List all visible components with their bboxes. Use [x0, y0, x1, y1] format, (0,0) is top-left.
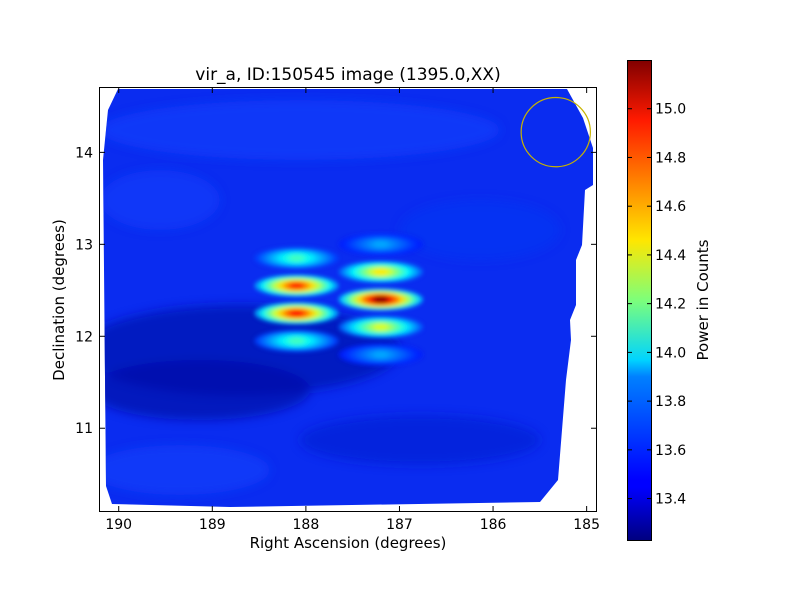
y-tick-label: 14 [75, 145, 93, 161]
hotspot [338, 233, 423, 256]
y-tick-label: 11 [75, 421, 93, 437]
hotspot [254, 329, 339, 352]
y-tick-label: 13 [75, 237, 93, 253]
x-axis-label: Right Ascension (degrees) [250, 534, 447, 552]
hotspot-level [288, 282, 305, 290]
hotspot-level [288, 254, 305, 262]
colorbar-tick-label: 14.2 [655, 297, 686, 313]
source-emission [254, 233, 423, 366]
y-tick-label: 12 [75, 329, 93, 345]
light-band [103, 170, 220, 230]
hotspot [338, 260, 423, 283]
image-layer [103, 89, 593, 507]
hotspot [254, 274, 339, 297]
y-axis-label: Declination (degrees) [50, 219, 68, 381]
colorbar-tick-label: 13.6 [655, 443, 686, 459]
hotspot [338, 316, 423, 339]
x-tick-label: 186 [480, 517, 507, 533]
hotspot-level [288, 309, 305, 317]
hotspot-level [373, 268, 389, 276]
hotspot-level [373, 296, 389, 303]
dark-band [103, 360, 310, 420]
hotspot-level [373, 351, 389, 358]
hotspot-level [373, 323, 389, 331]
beam-circle [520, 96, 591, 168]
dark-band [300, 415, 540, 465]
light-band [103, 100, 500, 160]
hotspot [338, 343, 423, 366]
axes-frame [99, 87, 597, 512]
colorbar-tick-label: 13.4 [655, 492, 686, 508]
colorbar-label: Power in Counts [694, 239, 712, 360]
colorbar-tick-label: 14.4 [655, 248, 686, 264]
hotspot-level [288, 337, 305, 345]
x-tick-label: 187 [386, 517, 413, 533]
colorbar-tick-label: 14.6 [655, 199, 686, 215]
x-tick-label: 185 [573, 517, 600, 533]
light-band [400, 200, 560, 260]
x-tick-label: 190 [105, 517, 132, 533]
colorbar-tick-label: 14.8 [655, 150, 686, 166]
colorbar: 13.4 13.6 13.8 14.0 14.2 14.4 14.6 14.8 15.0 [627, 60, 686, 541]
colorbar-tick-label: 14.0 [655, 345, 686, 361]
colorbar-tick-label: 15.0 [655, 102, 686, 118]
hotspot-level [373, 241, 389, 248]
colorbar-gradient [628, 60, 651, 540]
noise-layer [103, 100, 560, 495]
colorbar-tick-label: 13.8 [655, 394, 686, 410]
hotspot [254, 247, 339, 270]
light-band [103, 445, 270, 495]
colorbar-frame [627, 60, 652, 541]
chart-title: vir_a, ID:150545 image (1395.0,XX) [195, 65, 500, 85]
hotspot [338, 288, 423, 311]
plot-axes: 190 189 188 187 186 185 11 12 13 14 [75, 87, 600, 533]
x-tick-label: 188 [293, 517, 320, 533]
hotspot [254, 302, 339, 325]
x-tick-label: 189 [199, 517, 226, 533]
